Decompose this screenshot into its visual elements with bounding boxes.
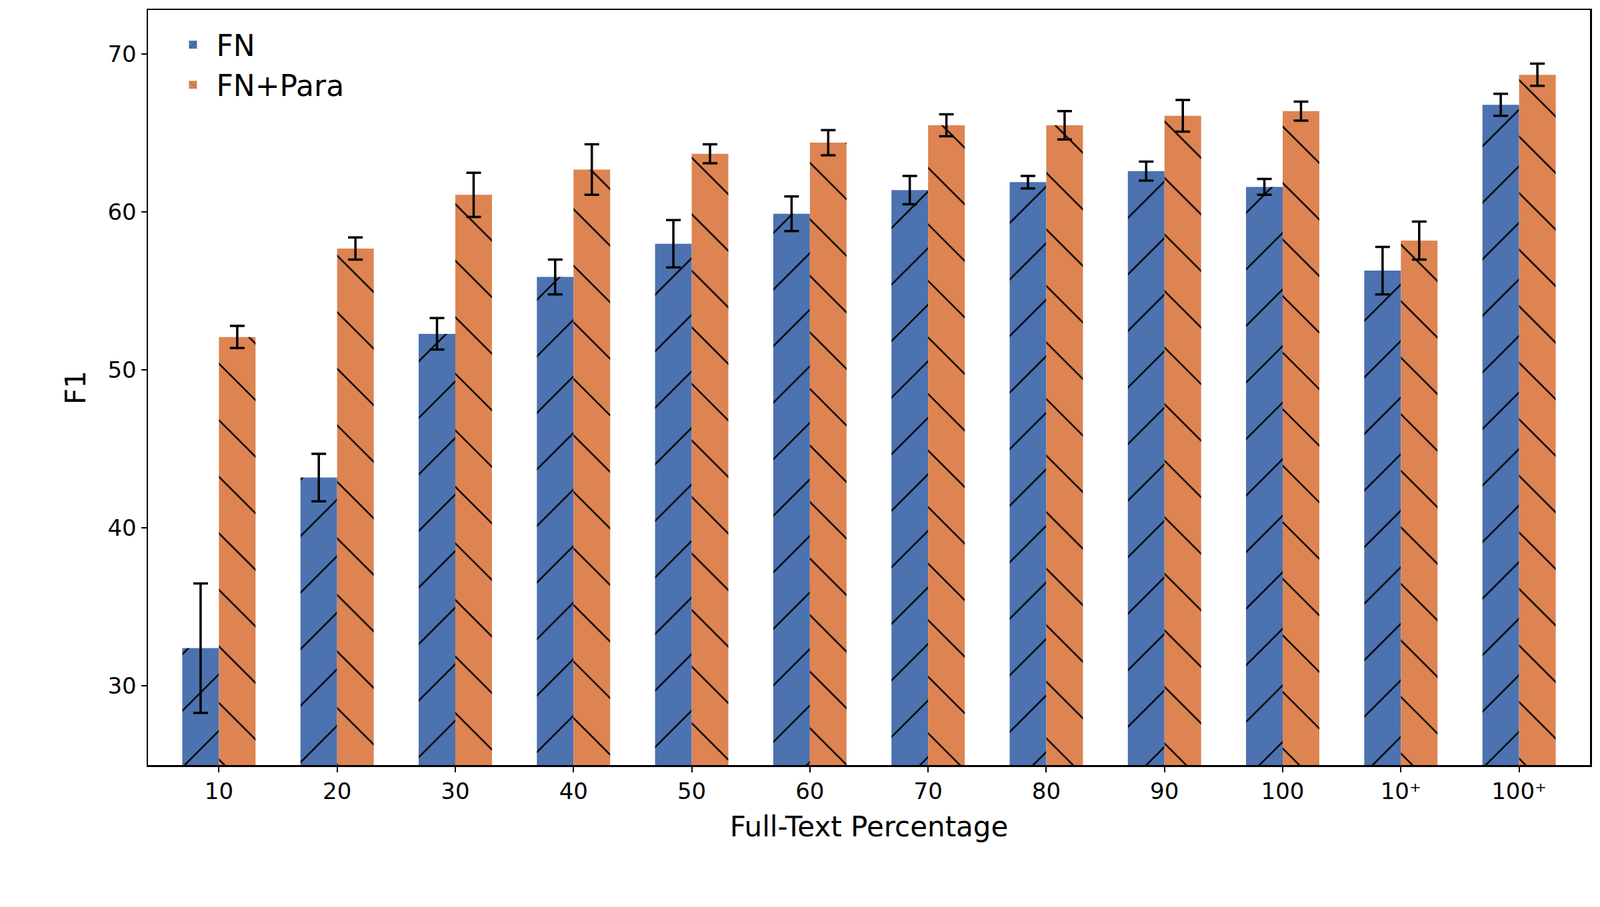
svg-text:Full-Text Percentage: Full-Text Percentage	[730, 810, 1009, 844]
svg-text:50: 50	[107, 356, 136, 384]
svg-text:40: 40	[559, 778, 588, 805]
svg-text:30: 30	[440, 778, 470, 805]
svg-text:80: 80	[1032, 778, 1061, 805]
svg-text:40: 40	[107, 514, 136, 542]
svg-text:10: 10	[204, 778, 234, 805]
svg-text:30: 30	[107, 672, 136, 700]
svg-text:20: 20	[322, 778, 352, 805]
svg-text:60: 60	[107, 198, 136, 226]
svg-text:FN+Para: FN+Para	[216, 68, 344, 103]
svg-text:10⁺: 10⁺	[1380, 778, 1422, 805]
svg-text:90: 90	[1150, 778, 1179, 805]
svg-text:70: 70	[914, 778, 943, 805]
svg-text:100⁺: 100⁺	[1491, 778, 1547, 805]
svg-text:100: 100	[1261, 778, 1305, 805]
svg-text:70: 70	[107, 40, 136, 68]
svg-text:50: 50	[677, 778, 706, 805]
svg-text:60: 60	[795, 778, 824, 805]
svg-text:F1: F1	[59, 370, 92, 405]
svg-text:FN: FN	[216, 28, 255, 63]
